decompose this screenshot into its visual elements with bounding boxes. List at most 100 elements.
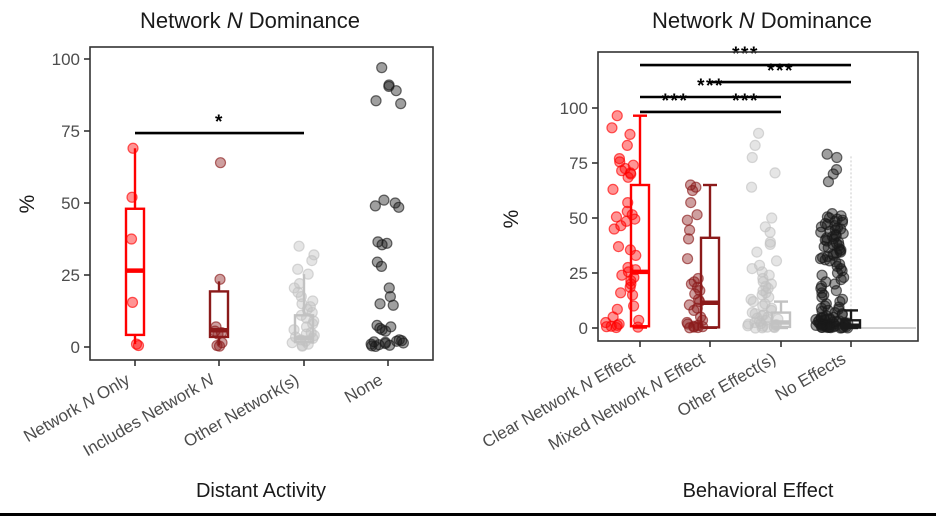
- data-point: [681, 214, 693, 226]
- data-point: [375, 260, 388, 272]
- data-point: [764, 226, 776, 238]
- data-point: [821, 148, 833, 160]
- panel-border: [89, 46, 434, 361]
- y-tick-label: 50: [569, 209, 588, 228]
- data-point: [214, 157, 227, 169]
- box: [208, 290, 230, 339]
- panel-border: [597, 51, 919, 342]
- data-point: [379, 325, 392, 337]
- data-point: [606, 122, 618, 134]
- data-point: [745, 181, 758, 193]
- data-point: [686, 184, 699, 197]
- data-point: [683, 224, 696, 236]
- category-label: None: [341, 370, 386, 407]
- data-point: [366, 340, 378, 352]
- data-point: [749, 139, 761, 151]
- category-label: No Effects: [772, 349, 849, 405]
- data-point: [766, 212, 778, 224]
- y-tick-label: 75: [61, 122, 80, 141]
- data-point: [390, 85, 402, 97]
- data-point: [608, 223, 620, 235]
- data-point: [612, 241, 625, 253]
- data-point: [629, 213, 641, 225]
- box: [293, 314, 315, 344]
- data-point: [770, 255, 783, 267]
- data-point: [764, 238, 776, 250]
- data-point: [127, 142, 139, 154]
- data-point: [621, 139, 633, 151]
- data-point: [378, 194, 390, 206]
- data-point: [600, 321, 613, 333]
- data-point: [626, 289, 639, 301]
- box: [699, 236, 721, 329]
- data-point: [306, 255, 318, 267]
- y-tick-label: 25: [569, 264, 588, 283]
- data-point: [688, 304, 700, 316]
- box: [770, 311, 792, 329]
- data-point: [763, 291, 775, 303]
- data-point: [126, 296, 139, 308]
- data-point: [821, 321, 834, 334]
- data-point: [769, 167, 781, 179]
- data-point: [383, 282, 395, 294]
- data-point: [369, 340, 382, 353]
- data-point: [830, 285, 842, 297]
- data-point: [610, 211, 623, 223]
- data-point: [681, 253, 694, 265]
- data-point: [825, 322, 837, 334]
- data-point: [624, 128, 636, 140]
- significance-label: *: [215, 112, 224, 133]
- data-point: [622, 171, 634, 183]
- significance-label: ***: [697, 76, 724, 97]
- data-point: [369, 200, 381, 212]
- significance-label: ***: [732, 91, 759, 112]
- bottom-rule: [0, 513, 936, 516]
- panel-title: Network N Dominance: [140, 8, 360, 33]
- data-point: [691, 209, 703, 221]
- data-point: [374, 298, 386, 310]
- y-tick-label: 75: [569, 154, 588, 173]
- data-point: [829, 278, 841, 290]
- data-point: [376, 62, 388, 74]
- y-tick-label: 50: [61, 194, 80, 213]
- data-point: [752, 127, 765, 139]
- significance-label: ***: [662, 91, 689, 112]
- right-x-axis-title: Behavioral Effect: [682, 480, 834, 502]
- data-point: [818, 241, 830, 253]
- y-tick-label: 0: [579, 319, 588, 338]
- data-point: [746, 263, 758, 275]
- significance-label: ***: [732, 44, 759, 65]
- data-point: [292, 263, 304, 275]
- data-point: [384, 339, 396, 351]
- data-point: [611, 110, 623, 122]
- y-tick-label: 0: [71, 338, 80, 357]
- data-point: [395, 98, 407, 110]
- data-point: [751, 246, 763, 258]
- panel-title: Network N Dominance: [652, 8, 872, 33]
- y-tick-label: 100: [560, 99, 588, 118]
- left-y-axis-label: %: [16, 194, 39, 214]
- data-point: [615, 220, 627, 232]
- data-point: [747, 296, 759, 308]
- data-point: [685, 197, 697, 209]
- data-point: [616, 269, 628, 281]
- y-tick-label: 25: [61, 266, 80, 285]
- y-tick-label: 100: [52, 50, 80, 69]
- box: [629, 183, 651, 328]
- right-y-axis-label: %: [500, 209, 523, 229]
- data-point: [831, 151, 843, 164]
- data-point: [308, 249, 320, 261]
- significance-label: ***: [767, 61, 794, 82]
- data-point: [610, 321, 622, 334]
- data-point: [600, 316, 612, 329]
- data-point: [607, 183, 619, 195]
- data-point: [125, 233, 138, 245]
- data-point: [746, 151, 758, 164]
- data-point: [682, 233, 695, 245]
- data-point: [393, 201, 405, 213]
- data-point: [822, 176, 835, 188]
- data-point: [387, 299, 399, 311]
- data-point: [685, 278, 698, 290]
- data-point: [688, 321, 700, 333]
